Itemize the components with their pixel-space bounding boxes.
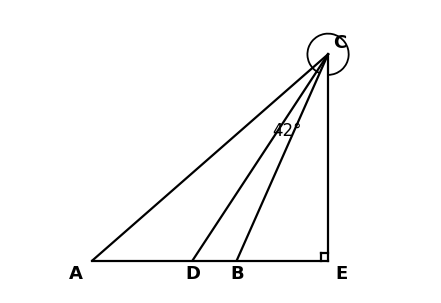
Text: A: A — [69, 265, 83, 283]
Text: B: B — [230, 265, 243, 283]
Text: 42°: 42° — [272, 122, 302, 140]
Text: E: E — [335, 265, 348, 283]
Text: C: C — [333, 34, 347, 52]
Text: D: D — [185, 265, 200, 283]
